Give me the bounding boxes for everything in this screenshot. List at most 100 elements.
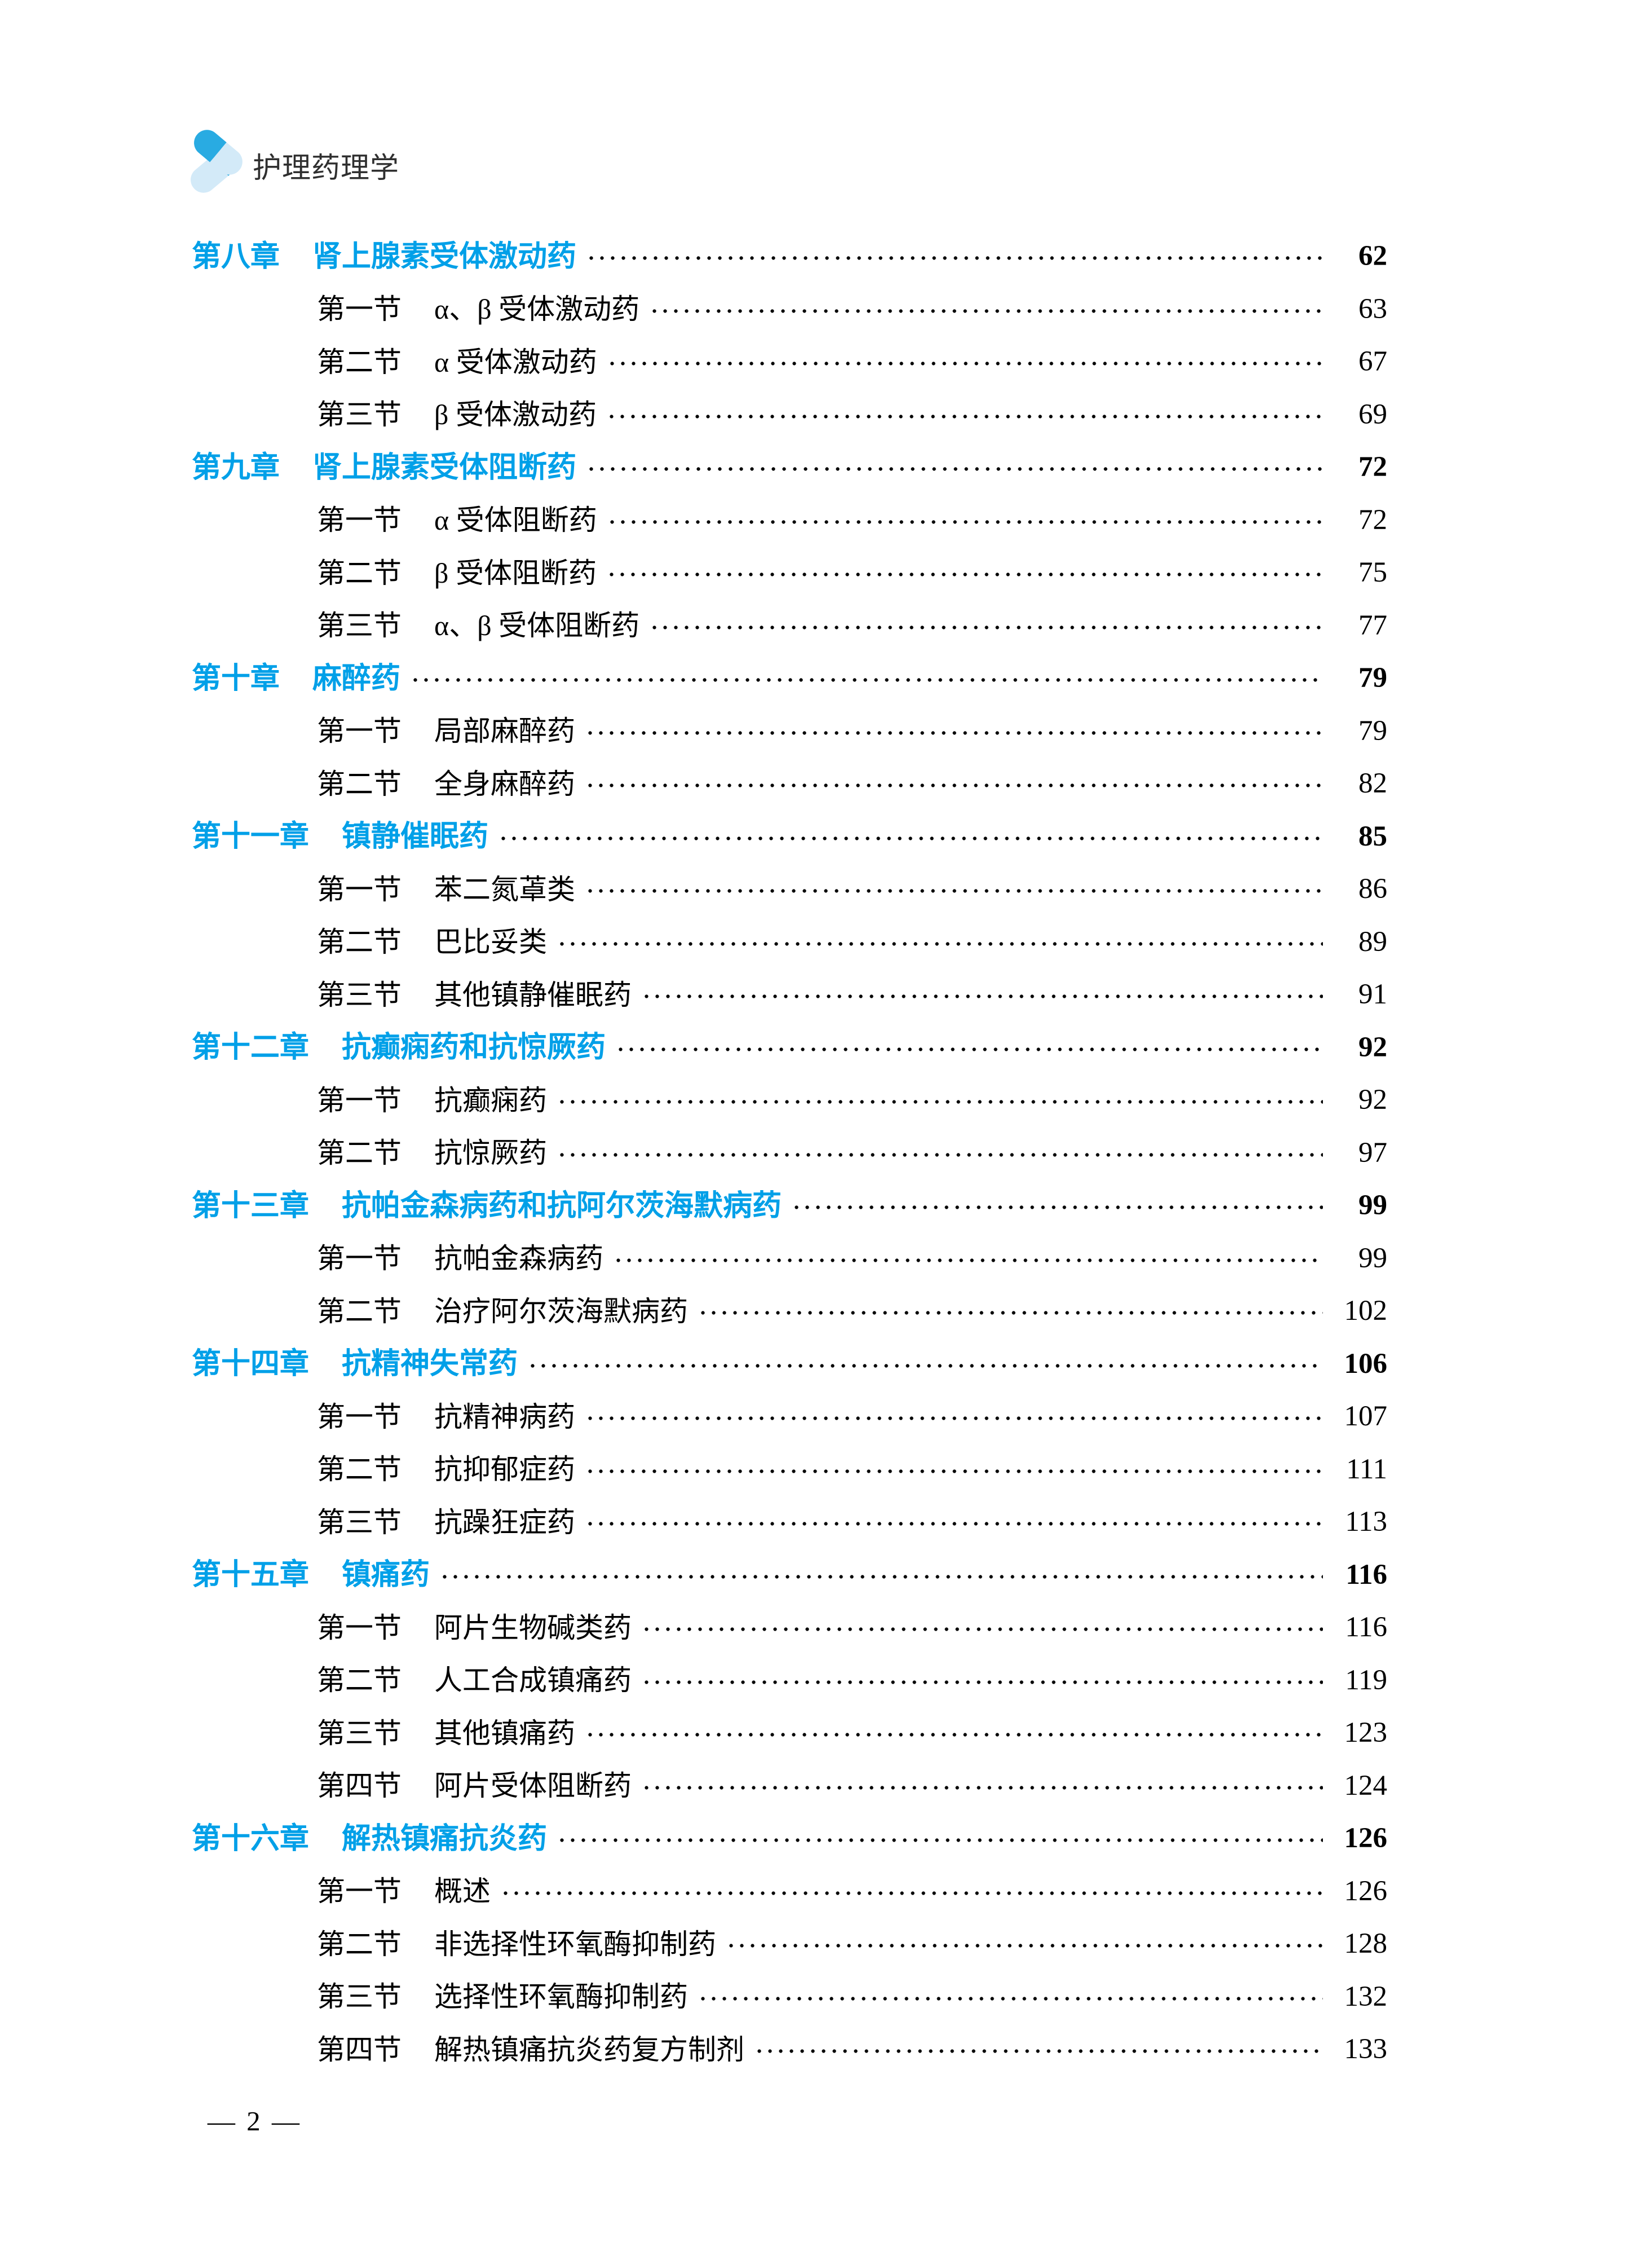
toc-row-section: 第四节 解热镇痛抗炎药复方制剂 133 bbox=[192, 2023, 1387, 2076]
toc-entry-title: 肾上腺素受体激动药 bbox=[312, 240, 577, 273]
toc-entry-label: 第十四章 bbox=[192, 1347, 310, 1381]
toc-row-section: 第一节 局部麻醉药 79 bbox=[192, 705, 1387, 758]
toc-row-section: 第一节 阿片生物碱类药 116 bbox=[192, 1601, 1387, 1654]
toc-row-chapter: 第十六章 解热镇痛抗炎药 126 bbox=[192, 1812, 1387, 1865]
toc-entry-title: 抗帕金森病药和抗阿尔茨海默病药 bbox=[342, 1189, 782, 1222]
folio-page-number: — 2 — bbox=[208, 2106, 302, 2137]
toc-entry-label: 第二节 bbox=[317, 1137, 402, 1169]
toc-entry-page-number: 79 bbox=[1358, 715, 1387, 747]
toc-entry-label: 第二节 bbox=[317, 768, 402, 800]
toc-entry-title: 抗癫痫药和抗惊厥药 bbox=[342, 1031, 606, 1064]
toc-row-section: 第二节 治疗阿尔茨海默病药 102 bbox=[192, 1285, 1387, 1338]
dotted-leader bbox=[609, 361, 1323, 367]
book-title: 护理药理学 bbox=[253, 152, 400, 184]
dotted-leader bbox=[588, 1416, 1323, 1421]
toc-entry-label: 第十章 bbox=[192, 662, 280, 695]
dotted-leader bbox=[559, 1099, 1323, 1105]
toc-entry-title: α、β 受体阻断药 bbox=[434, 610, 640, 642]
toc-entry-label: 第一节 bbox=[317, 715, 402, 747]
toc-entry-label: 第十二章 bbox=[192, 1031, 310, 1064]
toc-row-section: 第二节 人工合成镇痛药 119 bbox=[192, 1654, 1387, 1707]
dotted-leader bbox=[608, 413, 1323, 419]
toc-entry-page-number: 111 bbox=[1346, 1453, 1387, 1485]
toc-entry-label: 第十五章 bbox=[192, 1558, 310, 1592]
toc-entry-page-number: 99 bbox=[1358, 1190, 1387, 1222]
toc-row-section: 第二节 非选择性环氧酶抑制药 128 bbox=[192, 1918, 1387, 1971]
dotted-leader bbox=[588, 1468, 1323, 1474]
toc-entry-page-number: 126 bbox=[1344, 1822, 1388, 1855]
dotted-leader bbox=[700, 1310, 1323, 1316]
toc-entry-title: 镇静催眠药 bbox=[342, 820, 489, 853]
toc-entry-title: 麻醉药 bbox=[312, 662, 401, 695]
dotted-leader bbox=[644, 1679, 1323, 1685]
toc-row-section: 第三节 其他镇静催眠药 91 bbox=[192, 968, 1387, 1021]
toc-row-section: 第一节 α 受体阻断药 72 bbox=[192, 494, 1387, 547]
toc-entry-title: β 受体激动药 bbox=[434, 399, 597, 431]
toc-entry-label: 第三节 bbox=[317, 399, 402, 431]
toc-entry-label: 第十六章 bbox=[192, 1822, 310, 1855]
toc-entry-title: 抗精神病药 bbox=[434, 1401, 575, 1433]
toc-entry-title: 解热镇痛抗炎药 bbox=[342, 1822, 548, 1855]
toc-entry-label: 第二节 bbox=[317, 557, 402, 589]
toc-entry-page-number: 89 bbox=[1358, 926, 1387, 958]
dotted-leader bbox=[442, 1574, 1323, 1579]
toc-entry-title: α 受体激动药 bbox=[434, 346, 597, 378]
toc-entry-title: 抗精神失常药 bbox=[342, 1347, 518, 1381]
toc-row-section: 第二节 抗惊厥药 97 bbox=[192, 1127, 1387, 1180]
toc-entry-page-number: 62 bbox=[1358, 240, 1387, 272]
dotted-leader bbox=[644, 1785, 1323, 1790]
dotted-leader bbox=[559, 1152, 1323, 1157]
toc-entry-title: β 受体阻断药 bbox=[434, 557, 597, 589]
toc-entry-page-number: 116 bbox=[1345, 1611, 1387, 1644]
toc-entry-title: 巴比妥类 bbox=[434, 926, 547, 958]
toc-entry-title: 阿片生物碱类药 bbox=[434, 1611, 632, 1644]
toc-entry-page-number: 126 bbox=[1344, 1875, 1388, 1907]
toc-entry-page-number: 119 bbox=[1345, 1664, 1387, 1696]
toc-entry-title: 人工合成镇痛药 bbox=[434, 1664, 632, 1697]
toc-entry-title: 抗抑郁症药 bbox=[434, 1454, 575, 1486]
toc-row-section: 第一节 α、β 受体激动药 63 bbox=[192, 283, 1387, 336]
toc-entry-label: 第十三章 bbox=[192, 1189, 310, 1222]
toc-entry-label: 第三节 bbox=[317, 979, 402, 1011]
toc-entry-label: 第八章 bbox=[192, 240, 280, 273]
toc-entry-title: 治疗阿尔茨海默病药 bbox=[434, 1295, 688, 1327]
toc-entry-title: 苯二氮䓬类 bbox=[434, 873, 575, 905]
dotted-leader bbox=[588, 1732, 1323, 1738]
toc-entry-label: 第一节 bbox=[317, 873, 402, 905]
toc-row-section: 第一节 抗精神病药 107 bbox=[192, 1390, 1387, 1443]
toc-entry-label: 第十一章 bbox=[192, 820, 310, 853]
pills-logo-icon bbox=[185, 124, 248, 199]
toc-entry-page-number: 123 bbox=[1344, 1717, 1388, 1749]
toc-entry-label: 第一节 bbox=[317, 1611, 402, 1644]
dotted-leader bbox=[644, 1627, 1323, 1632]
dotted-leader bbox=[588, 1521, 1323, 1527]
dotted-leader bbox=[413, 677, 1323, 683]
dotted-leader bbox=[757, 2049, 1323, 2054]
toc-entry-label: 第一节 bbox=[317, 1875, 402, 1908]
toc-entry-page-number: 102 bbox=[1344, 1295, 1388, 1327]
toc-entry-label: 第二节 bbox=[317, 1928, 402, 1960]
toc-entry-page-number: 82 bbox=[1358, 768, 1387, 800]
toc-entry-title: α 受体阻断药 bbox=[434, 504, 597, 536]
dotted-leader bbox=[618, 1046, 1323, 1052]
toc-entry-title: 局部麻醉药 bbox=[434, 715, 575, 747]
toc-entry-title: 抗癫痫药 bbox=[434, 1084, 547, 1116]
dotted-leader bbox=[588, 888, 1323, 894]
toc-entry-title: 解热镇痛抗炎药复方制剂 bbox=[434, 2033, 744, 2066]
toc-row-chapter: 第十三章 抗帕金森病药和抗阿尔茨海默病药 99 bbox=[192, 1179, 1387, 1232]
toc-entry-title: 其他镇静催眠药 bbox=[434, 979, 632, 1011]
toc-entry-page-number: 63 bbox=[1358, 293, 1387, 325]
toc-entry-page-number: 75 bbox=[1358, 557, 1387, 589]
dotted-leader bbox=[588, 730, 1323, 736]
toc-entry-page-number: 77 bbox=[1358, 609, 1387, 641]
toc-entry-label: 第二节 bbox=[317, 346, 402, 378]
dotted-leader bbox=[559, 941, 1323, 946]
toc-entry-label: 第一节 bbox=[317, 1243, 402, 1275]
toc-row-chapter: 第九章 肾上腺素受体阻断药 72 bbox=[192, 441, 1387, 494]
toc-entry-page-number: 69 bbox=[1358, 398, 1387, 430]
toc-entry-label: 第二节 bbox=[317, 1295, 402, 1327]
toc-row-section: 第一节 抗帕金森病药 99 bbox=[192, 1232, 1387, 1285]
dotted-leader bbox=[700, 1996, 1323, 2001]
toc-entry-page-number: 86 bbox=[1358, 873, 1387, 905]
toc-row-section: 第一节 苯二氮䓬类 86 bbox=[192, 863, 1387, 916]
